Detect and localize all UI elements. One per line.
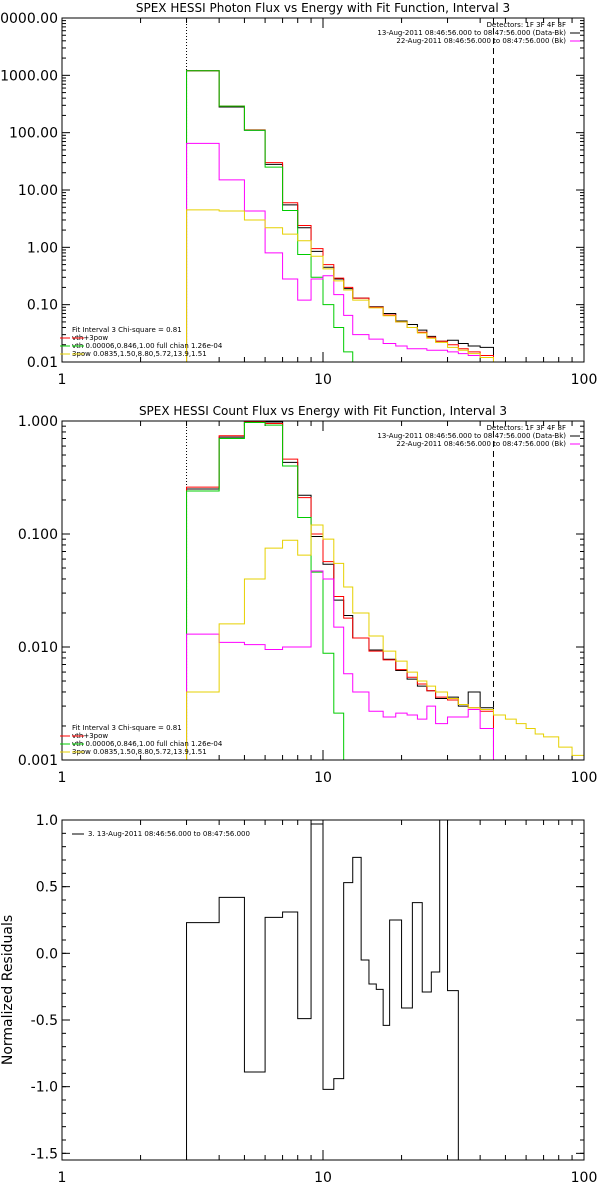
y-tick-label: 0.010	[18, 640, 58, 656]
y-tick-label: 1.000	[18, 414, 58, 430]
y-tick-label: 0.001	[18, 753, 58, 769]
legend-entry: 22-Aug-2011 08:46:56.000 to 08:47:56.000…	[396, 440, 566, 448]
x-tick-label: 100	[571, 1170, 598, 1186]
series-line	[186, 70, 354, 362]
residuals-panel: Normalized Residuals -1.5 -1.0 -0.5 0.0 0.5 1.…	[0, 813, 597, 1186]
x-tick-label: 10	[314, 1170, 332, 1186]
legend-entry: Detectors: 1F 3F 4F 8F	[487, 424, 566, 432]
y-tick-label: 0.5	[36, 880, 58, 896]
x-tick-label: 10	[314, 770, 332, 786]
legend-entry: vth 0.00006,0.846,1.00 full chian 1.26e-…	[72, 342, 223, 350]
y-tick-label: 100.00	[9, 126, 58, 142]
y-tick-label: 1.00	[27, 240, 58, 256]
y-tick-label: -1.5	[31, 1146, 58, 1162]
legend-entry: Fit Interval 3 Chi-square = 0.81	[72, 326, 182, 334]
series-line	[186, 70, 494, 362]
legend-entry: vth+3pow	[72, 732, 108, 740]
x-tick-label: 1	[58, 1170, 67, 1186]
chart-title: SPEX HESSI Photon Flux vs Energy with Fi…	[136, 1, 510, 15]
x-tick-label: 100	[571, 372, 598, 388]
plot-frame	[61, 819, 585, 1161]
y-axis-label: Normalized Residuals	[0, 915, 16, 1065]
series-line	[186, 142, 494, 362]
x-tick-label: 1	[58, 770, 67, 786]
legend-entry: 13-Aug-2011 08:46:56.000 to 08:47:56.000…	[377, 29, 566, 37]
x-tick-label: 100	[571, 770, 598, 786]
series-line	[186, 421, 494, 760]
chart-title: SPEX HESSI Count Flux vs Energy with Fit…	[139, 404, 507, 418]
legend-entry: vth 0.00006,0.846,1.00 full chian 1.26e-…	[72, 740, 223, 748]
y-tick-label: 1.0	[36, 813, 58, 829]
series-line	[186, 820, 459, 1160]
y-tick-label: 0.0	[36, 946, 58, 962]
series-line	[186, 570, 494, 760]
y-tick-label: 10.00	[18, 183, 58, 199]
legend-entry: 22-Aug-2011 08:46:56.000 to 08:47:56.000…	[396, 37, 566, 45]
y-tick-label: 0000.00	[0, 11, 58, 27]
series-line	[186, 70, 494, 362]
y-tick-label: 0.10	[27, 298, 58, 314]
legend-entry: 13-Aug-2011 08:46:56.000 to 08:47:56.000…	[377, 432, 566, 440]
x-tick-label: 10	[314, 372, 332, 388]
y-tick-label: 1000.00	[0, 68, 58, 84]
legend-entry: Fit Interval 3 Chi-square = 0.81	[72, 724, 182, 732]
y-tick-label: -1.0	[31, 1080, 58, 1096]
x-tick-label: 1	[58, 372, 67, 388]
plot-frame	[61, 17, 585, 363]
y-tick-label: 0.100	[18, 527, 58, 543]
legend-entry: 3pow 0.0835,1.50,8.80,5.72,13.9,1.51	[72, 748, 207, 756]
count-flux-panel: SPEX HESSI Count Flux vs Energy with Fit…	[18, 404, 597, 786]
series-line	[186, 209, 517, 362]
y-tick-label: 0.01	[27, 355, 58, 371]
plot-frame	[61, 420, 585, 761]
series-line	[186, 421, 353, 760]
legend-entry: Detectors: 1F 3F 4F 8F	[487, 21, 566, 29]
legend-entry: 3. 13-Aug-2011 08:46:56.000 to 08:47:56.…	[88, 830, 250, 838]
legend-entry: 3pow 0.0835,1.50,8.80,5.72,13.9,1.51	[72, 350, 207, 358]
series-line	[186, 524, 584, 760]
series-line	[186, 421, 494, 760]
legend-entry: vth+3pow	[72, 334, 108, 342]
photon-flux-panel: SPEX HESSI Photon Flux vs Energy with Fi…	[0, 1, 597, 388]
y-tick-label: -0.5	[31, 1013, 58, 1029]
